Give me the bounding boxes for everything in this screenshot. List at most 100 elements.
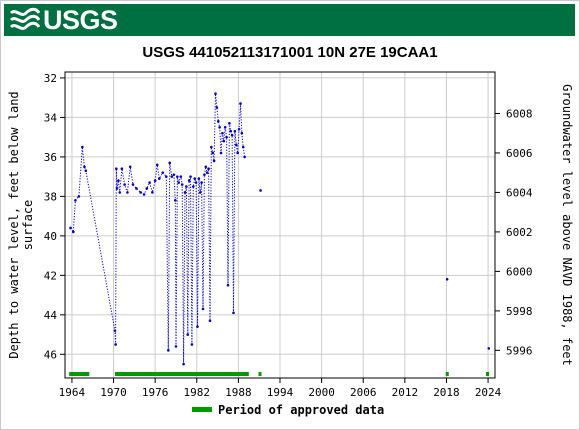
x-tick-label: 1976 — [142, 386, 169, 399]
approved-period-bar — [445, 372, 449, 376]
data-point — [197, 177, 201, 180]
data-point — [200, 181, 203, 184]
data-point — [118, 191, 122, 194]
data-point — [487, 347, 491, 350]
y-left-axis-label-line1: Depth to water level, feet below land — [7, 91, 21, 358]
approved-period-bar — [258, 372, 262, 376]
usgs-banner: USGS — [4, 4, 575, 36]
y-left-tick-label: 36 — [44, 151, 57, 164]
data-point — [167, 349, 170, 352]
series-line — [70, 93, 246, 365]
data-point — [215, 106, 219, 109]
legend-label-approved: Period of approved data — [218, 403, 384, 417]
data-point — [155, 163, 159, 167]
data-point — [190, 343, 194, 346]
data-point — [192, 185, 195, 188]
data-point — [151, 191, 154, 194]
data-point — [241, 145, 245, 149]
data-point — [187, 179, 191, 182]
y-right-tick-label: 6004 — [506, 186, 533, 199]
data-point — [180, 183, 184, 186]
data-point — [115, 167, 118, 171]
data-point — [204, 165, 208, 169]
data-point — [445, 277, 449, 281]
data-point — [239, 102, 242, 105]
data-point — [201, 307, 205, 311]
data-point — [186, 333, 190, 336]
data-point — [174, 345, 178, 348]
data-point — [153, 179, 157, 182]
usgs-logo-text: USGS — [43, 4, 118, 35]
data-point — [212, 159, 216, 163]
data-point — [185, 185, 188, 188]
data-point — [235, 143, 238, 147]
data-point — [208, 319, 212, 323]
data-point — [83, 165, 86, 169]
x-tick-label: 2000 — [308, 386, 335, 399]
data-point — [198, 191, 202, 194]
x-tick-label: 2018 — [433, 386, 460, 399]
data-point — [172, 173, 176, 176]
chart-title: USGS 441052113171001 10N 27E 19CAA1 — [142, 44, 438, 61]
usgs-wave-icon — [10, 7, 40, 30]
data-point — [211, 151, 215, 155]
y-left-tick-label: 40 — [44, 230, 57, 243]
data-point — [69, 226, 72, 230]
data-point — [193, 177, 196, 180]
data-point — [161, 171, 165, 174]
data-point — [207, 167, 210, 171]
data-point — [126, 191, 129, 194]
data-point — [232, 311, 235, 315]
approved-period-bar — [485, 372, 489, 376]
data-point — [243, 155, 246, 159]
data-point — [170, 175, 174, 178]
data-point — [214, 92, 217, 96]
data-point — [233, 129, 237, 133]
data-point — [236, 151, 239, 155]
y-left-axis-label-line2: surface — [21, 200, 35, 251]
y-right-tick-label: 5998 — [506, 305, 533, 318]
y-left-tick-label: 34 — [44, 111, 58, 124]
y-left-tick-label: 46 — [44, 348, 57, 361]
data-point — [81, 145, 84, 149]
usgs-logo: USGS — [10, 4, 118, 35]
y-right-tick-label: 6008 — [506, 107, 533, 120]
data-point — [189, 175, 192, 178]
data-point — [194, 181, 198, 184]
data-point — [145, 187, 149, 190]
data-point — [164, 175, 168, 178]
data-point — [223, 125, 227, 129]
data-point — [115, 187, 119, 190]
data-point — [230, 133, 234, 137]
x-tick-label: 2006 — [350, 386, 377, 399]
approved-period-bar — [114, 372, 249, 376]
data-point — [113, 329, 117, 332]
data-point — [226, 283, 230, 287]
y-left-tick-label: 42 — [44, 269, 57, 282]
legend-swatch-approved — [192, 407, 212, 412]
x-tick-label: 2024 — [475, 386, 502, 399]
y-left-tick-label: 32 — [44, 72, 57, 85]
y-right-axis-label: Groundwater level above NAVD 1988, feet — [560, 84, 574, 366]
data-point — [203, 173, 206, 176]
data-point — [196, 325, 199, 328]
y-left-tick-label: 38 — [44, 190, 57, 203]
data-point — [135, 187, 138, 190]
data-point — [237, 127, 241, 131]
data-point — [182, 362, 185, 366]
data-point — [148, 181, 151, 184]
data-point — [128, 165, 132, 169]
x-tick-label: 1994 — [267, 386, 294, 399]
data-point — [225, 135, 228, 139]
data-point — [173, 199, 177, 202]
data-point — [120, 167, 124, 171]
data-point — [219, 151, 223, 155]
data-point — [131, 183, 135, 186]
data-point — [77, 195, 81, 198]
data-point — [259, 189, 262, 192]
data-point — [216, 120, 220, 123]
data-point — [205, 171, 209, 174]
y-right-tick-label: 5996 — [506, 344, 533, 357]
data-point — [229, 129, 233, 133]
data-point — [221, 131, 224, 135]
